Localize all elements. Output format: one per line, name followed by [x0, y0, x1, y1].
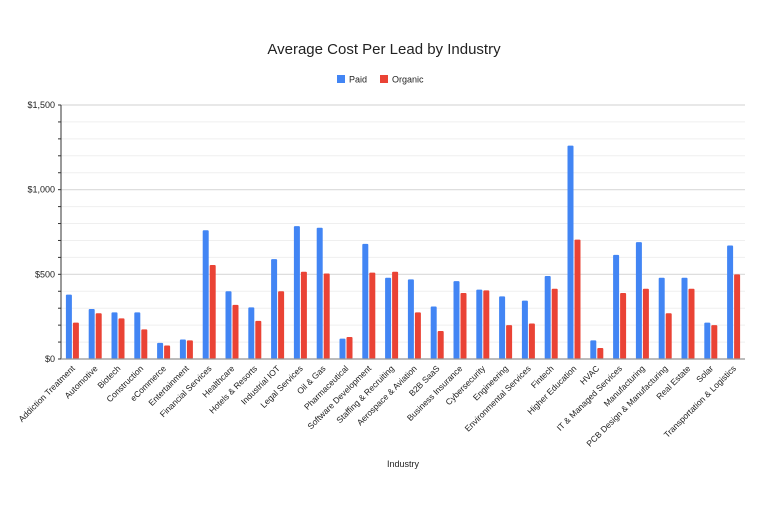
bar-paid: [704, 322, 711, 359]
gridlines: [61, 104, 745, 360]
y-tick-label: $500: [35, 269, 55, 279]
bar-paid: [202, 230, 209, 359]
bar-organic: [95, 313, 102, 359]
bar-organic: [369, 272, 376, 359]
x-axis-label: Industry: [387, 459, 420, 469]
chart-title: Average Cost Per Lead by Industry: [267, 41, 501, 58]
bar-organic: [620, 292, 627, 359]
bar-organic: [734, 274, 741, 359]
bar-organic: [597, 347, 604, 359]
bar-paid: [635, 242, 642, 359]
bar-paid: [111, 312, 118, 359]
bar-paid: [65, 294, 72, 359]
bar-paid: [658, 277, 665, 359]
bar-paid: [157, 342, 164, 359]
legend-swatch-organic: [380, 75, 388, 83]
bar-organic: [642, 288, 649, 359]
bar-paid: [590, 340, 597, 359]
bar-organic: [118, 318, 125, 359]
bar-organic: [483, 290, 490, 359]
bar-paid: [499, 296, 506, 359]
bar-paid: [544, 276, 551, 359]
bar-organic: [255, 320, 262, 359]
legend-swatch-paid: [337, 75, 345, 83]
x-axis: Addiction TreatmentAutomotiveBiotechCons…: [16, 358, 745, 449]
legend-label-paid: Paid: [349, 75, 367, 85]
y-tick-label: $0: [45, 354, 55, 364]
bar-paid: [179, 339, 186, 359]
bar-organic: [460, 292, 467, 359]
bar-paid: [613, 254, 620, 359]
bar-organic: [437, 331, 444, 359]
legend-label-organic: Organic: [392, 75, 424, 85]
bar-organic: [209, 265, 216, 359]
bar-paid: [453, 281, 460, 359]
bar-paid: [134, 312, 141, 359]
bar-paid: [407, 279, 414, 359]
bar-organic: [688, 288, 695, 359]
y-tick-label: $1,000: [27, 185, 55, 195]
bar-paid: [727, 245, 734, 359]
y-axis: $0 $500 $1,000 $1,500: [27, 100, 62, 364]
bar-paid: [430, 306, 437, 359]
bar-paid: [476, 289, 483, 359]
bar-paid: [271, 259, 278, 359]
bar-organic: [164, 345, 171, 359]
bar-organic: [711, 325, 718, 359]
bar-organic: [141, 329, 148, 359]
bar-organic: [186, 340, 193, 359]
bar-paid: [362, 243, 369, 359]
bar-organic: [232, 304, 239, 359]
bar-paid: [316, 227, 323, 359]
bar-paid: [521, 300, 528, 359]
bar-paid: [567, 145, 574, 359]
bar-paid: [88, 309, 95, 359]
bar-organic: [278, 291, 285, 359]
bar-organic: [506, 325, 513, 359]
bar-paid: [293, 226, 300, 359]
bar-organic: [574, 239, 581, 359]
bars: [65, 145, 741, 359]
bar-organic: [300, 271, 307, 359]
bar-organic: [665, 313, 672, 359]
legend: Paid Organic: [337, 75, 424, 85]
bar-organic: [528, 323, 535, 359]
bar-organic: [346, 336, 353, 359]
y-tick-label: $1,500: [27, 100, 55, 110]
bar-paid: [225, 291, 232, 359]
bar-organic: [323, 273, 330, 359]
bar-paid: [248, 307, 255, 359]
bar-organic: [551, 288, 558, 359]
bar-paid: [339, 338, 346, 359]
bar-organic: [392, 271, 399, 359]
bar-paid: [681, 277, 688, 359]
bar-organic: [414, 312, 421, 359]
bar-organic: [72, 322, 79, 359]
bar-paid: [385, 277, 392, 359]
